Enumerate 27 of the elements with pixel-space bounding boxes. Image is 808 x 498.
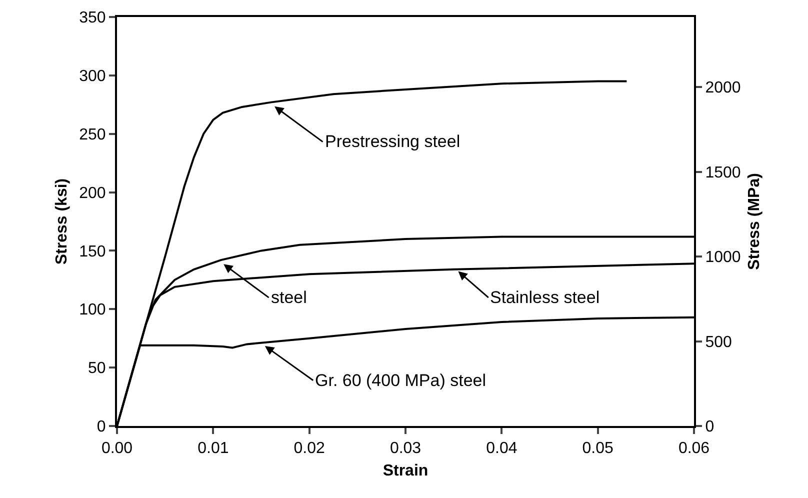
y2-tick-label: 500	[705, 334, 732, 351]
y2-tick-label: 0	[705, 418, 714, 436]
y2-axis-title: Stress (MPa)	[746, 173, 764, 270]
y-tick-label: 300	[79, 68, 106, 86]
y-tick-label: 100	[79, 302, 106, 319]
y2-tick-label: 1000	[705, 249, 741, 266]
y2-tick-label: 2000	[705, 80, 741, 97]
y-tick-label: 250	[79, 126, 106, 144]
y-tick-label: 0	[96, 418, 106, 436]
y-tick-label: 350	[79, 10, 106, 27]
x-tick-label: 0.02	[294, 440, 325, 458]
y-tick-label: 150	[79, 243, 106, 260]
x-tick-label: 0.01	[198, 440, 229, 458]
annotation: steel	[271, 288, 307, 307]
annotation: Gr. 60 (400 MPa) steel	[315, 371, 486, 390]
annotation: Stainless steel	[490, 288, 600, 307]
x-tick-label: 0.00	[101, 440, 133, 458]
y-tick-label: 50	[88, 360, 106, 378]
x-tick-label: 0.06	[678, 440, 710, 458]
x-axis-title: Strain	[382, 462, 428, 480]
y-axis-title: Stress (ksi)	[53, 178, 70, 265]
x-tick-label: 0.03	[390, 440, 422, 458]
annotation: Prestressing steel	[325, 132, 460, 151]
x-tick-label: 0.04	[486, 440, 518, 458]
y-tick-label: 200	[79, 184, 106, 202]
x-tick-label: 0.05	[582, 440, 614, 458]
y2-tick-label: 1500	[705, 164, 741, 182]
